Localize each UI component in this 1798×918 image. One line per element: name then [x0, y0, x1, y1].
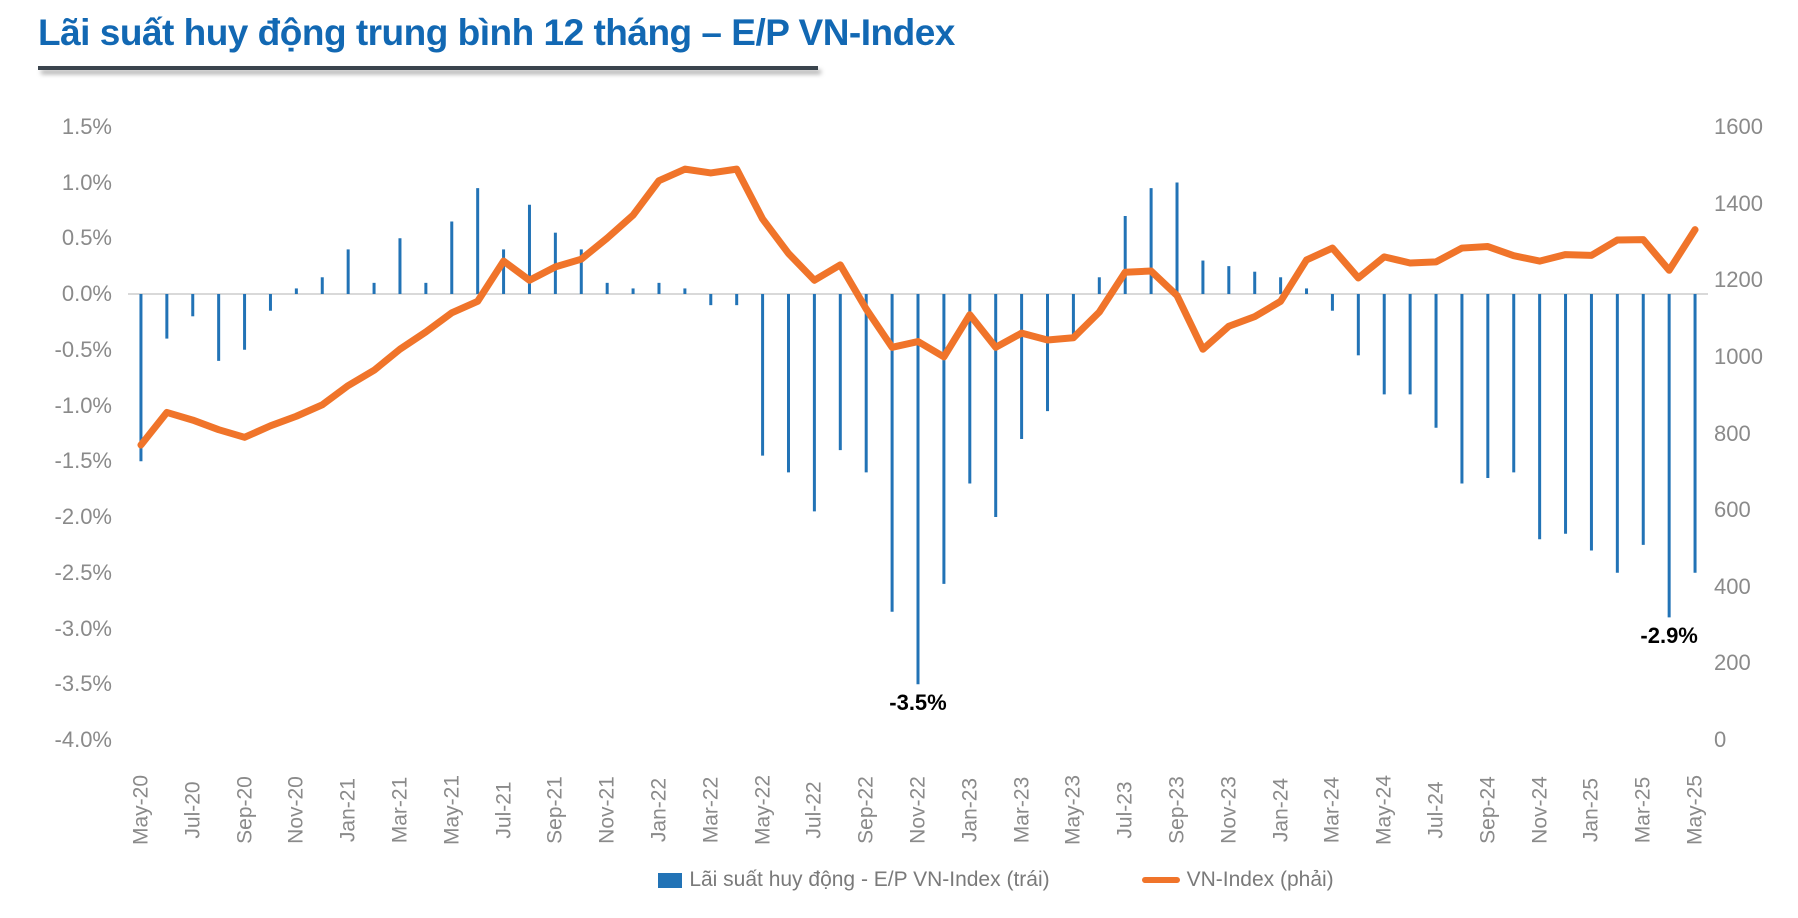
y-axis-left-tick: -2.5% — [54, 559, 112, 585]
legend-item-ep-spread: Lãi suất huy động - E/P VN-Index (trái) — [658, 868, 1050, 892]
title-underline — [38, 66, 818, 70]
y-axis-right-tick: 600 — [1714, 497, 1751, 523]
x-axis-tick: Nov-22 — [906, 776, 930, 844]
x-axis-tick: Sep-22 — [854, 776, 878, 844]
x-axis-tick: Jan-23 — [958, 777, 982, 843]
x-axis-tick: May-25 — [1683, 774, 1707, 846]
y-axis-left-tick: 0.5% — [61, 225, 112, 251]
y-axis-left-tick: -4.0% — [54, 727, 112, 752]
bar-value-annotation: -2.9% — [1640, 623, 1698, 649]
y-axis-right-tick: 1400 — [1714, 190, 1763, 216]
y-axis-left-tick: -1.0% — [54, 392, 112, 418]
x-axis-tick: Nov-21 — [595, 776, 619, 844]
x-axis-tick: Jul-21 — [492, 781, 516, 839]
chart-legend: Lãi suất huy động - E/P VN-Index (trái) … — [0, 868, 1798, 892]
x-axis-tick: May-24 — [1372, 774, 1396, 846]
y-axis-right-tick: 1200 — [1714, 267, 1763, 293]
x-axis-tick: Mar-23 — [1010, 776, 1034, 844]
legend-label-ep-spread: Lãi suất huy động - E/P VN-Index (trái) — [689, 868, 1050, 891]
y-axis-right-tick: 0 — [1714, 727, 1727, 752]
line-series-swatch — [1141, 877, 1180, 883]
y-axis-left-tick: 0.0% — [61, 281, 112, 307]
x-axis-tick: Jul-23 — [1113, 781, 1137, 839]
x-axis-tick: Sep-24 — [1476, 776, 1500, 844]
x-axis-tick: Jul-22 — [802, 781, 826, 839]
x-axis-tick: May-20 — [129, 774, 153, 846]
y-axis-left-tick: -2.0% — [54, 504, 112, 530]
y-axis-left-tick: -0.5% — [54, 336, 112, 362]
x-axis-tick: Nov-24 — [1528, 776, 1552, 844]
bar-series-swatch — [658, 872, 683, 888]
legend-label-vn-index: VN-Index (phải) — [1186, 868, 1334, 891]
y-axis-right-tick: 800 — [1714, 420, 1751, 446]
x-axis-tick: Sep-23 — [1165, 776, 1189, 844]
x-axis-tick: Mar-25 — [1631, 776, 1655, 844]
x-axis-tick: Jan-22 — [647, 777, 671, 843]
x-axis-tick: Jul-24 — [1424, 781, 1448, 839]
x-axis-tick: Jan-25 — [1579, 777, 1603, 843]
x-axis-tick: Jan-21 — [336, 777, 360, 843]
x-axis-tick: May-21 — [440, 774, 464, 846]
y-axis-left-tick: 1.5% — [61, 114, 112, 139]
x-axis-tick: May-23 — [1061, 774, 1085, 846]
x-axis-tick: Jan-24 — [1269, 777, 1293, 843]
x-axis-tick: Sep-21 — [543, 776, 567, 844]
chart-title: Lãi suất huy động trung bình 12 tháng – … — [38, 12, 955, 53]
x-axis-tick: Mar-22 — [699, 776, 723, 844]
y-axis-right-tick: 1600 — [1714, 114, 1763, 139]
y-axis-left-tick: -3.0% — [54, 615, 112, 641]
bar-value-annotation: -3.5% — [889, 690, 947, 716]
y-axis-right-tick: 400 — [1714, 573, 1751, 599]
legend-item-vn-index: VN-Index (phải) — [1141, 868, 1334, 892]
x-axis-tick: Mar-21 — [388, 776, 412, 844]
x-axis-tick: Sep-20 — [233, 776, 257, 844]
x-axis-tick: May-22 — [751, 774, 775, 846]
y-axis-left-tick: -3.5% — [54, 671, 112, 697]
x-axis-tick: Jul-20 — [181, 781, 205, 839]
vn-index-line — [137, 165, 1699, 449]
x-axis-tick: Nov-23 — [1217, 776, 1241, 844]
y-axis-right-tick: 1000 — [1714, 343, 1763, 369]
y-axis-right-tick: 200 — [1714, 650, 1751, 676]
x-axis-tick: Mar-24 — [1320, 776, 1344, 844]
x-axis-tick: Nov-20 — [284, 776, 308, 844]
y-axis-left-tick: -1.5% — [54, 448, 112, 474]
y-axis-left-tick: 1.0% — [61, 169, 112, 195]
